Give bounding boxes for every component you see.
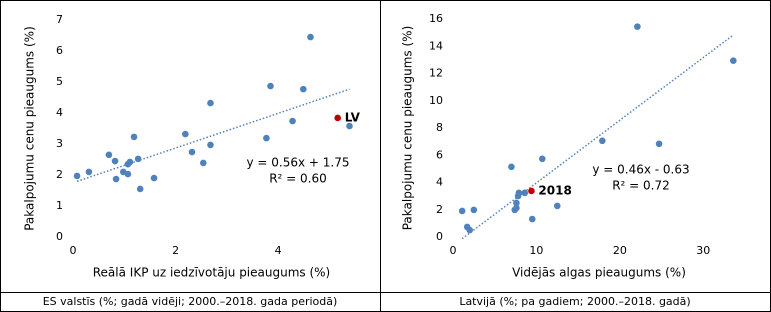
point [207,141,214,149]
highlight-label: LV [345,110,361,124]
point [458,207,466,215]
point [112,175,120,183]
y-tick-label: 16 [429,12,443,25]
x-tick-label: 0 [70,244,77,257]
point [130,133,138,141]
y-axis-label: Pakalpojumu cenu pieaugums (%) [401,26,415,231]
x-tick-label: 4 [275,244,282,257]
y-tick-label: 6 [56,44,63,57]
point [105,151,113,159]
r-squared: R² = 0.60 [269,172,327,186]
y-axis-label: Pakalpojumu cenu pieaugums (%) [23,26,37,231]
trendline [461,34,734,240]
x-axis-label: Reālā IKP uz iedzīvotāju pieaugums (%) [93,266,330,280]
y-tick-label: 2 [436,203,443,216]
point [124,170,132,178]
y-tick-label: 12 [429,67,443,80]
point [553,202,561,210]
point [513,204,520,212]
highlight-point [334,114,341,122]
point [466,226,473,234]
x-tick-label: 30 [696,244,710,257]
y-tick-label: 1 [56,199,63,212]
point [199,159,207,167]
point [634,23,641,30]
point [599,137,606,145]
point [307,33,314,41]
point [188,148,196,156]
r-squared: R² = 0.72 [612,179,670,193]
point [655,140,663,148]
y-tick-label: 4 [56,106,63,119]
point [73,172,81,180]
point [207,99,214,107]
point [528,215,536,223]
point [136,185,144,193]
x-tick-label: 10 [529,244,543,257]
point [508,163,515,171]
x-tick-label: 2 [172,244,179,257]
y-tick-label: 8 [436,121,443,134]
point [538,155,546,163]
point [150,174,158,182]
y-tick-label: 0 [436,230,443,243]
point [111,157,119,165]
y-tick-label: 0 [56,230,63,243]
point [521,189,529,197]
x-tick-label: 0 [450,244,457,257]
point [134,155,142,163]
caption: ES valstīs (%; gadā vidēji; 2000.–2018. … [43,295,338,308]
y-tick-label: 14 [429,39,443,52]
y-tick-label: 4 [436,176,443,189]
y-tick-label: 10 [429,94,443,107]
y-tick-label: 2 [56,168,63,181]
point [300,85,307,93]
point [182,130,189,138]
point [470,206,478,214]
point [515,189,523,197]
x-axis-label: Vidējās algas pieaugums (%) [512,266,686,280]
point [289,117,296,125]
trendline [76,88,350,183]
highlight-point [528,187,535,195]
point [513,199,520,207]
trend-equation: y = 0.46x - 0.63 [592,163,689,177]
y-tick-label: 3 [56,137,63,150]
point [730,57,737,64]
x-tick-label: 20 [613,244,627,257]
point [263,134,270,142]
y-tick-label: 6 [436,148,443,161]
caption: Latvijā (%; pa gadiem; 2000.–2018. gadā) [459,295,690,308]
trend-equation: y = 0.56x + 1.75 [246,156,349,170]
point [267,82,274,90]
point [346,122,353,130]
highlight-label: 2018 [538,183,571,197]
point [85,168,93,176]
y-tick-label: 7 [56,13,63,26]
y-tick-label: 5 [56,75,63,88]
